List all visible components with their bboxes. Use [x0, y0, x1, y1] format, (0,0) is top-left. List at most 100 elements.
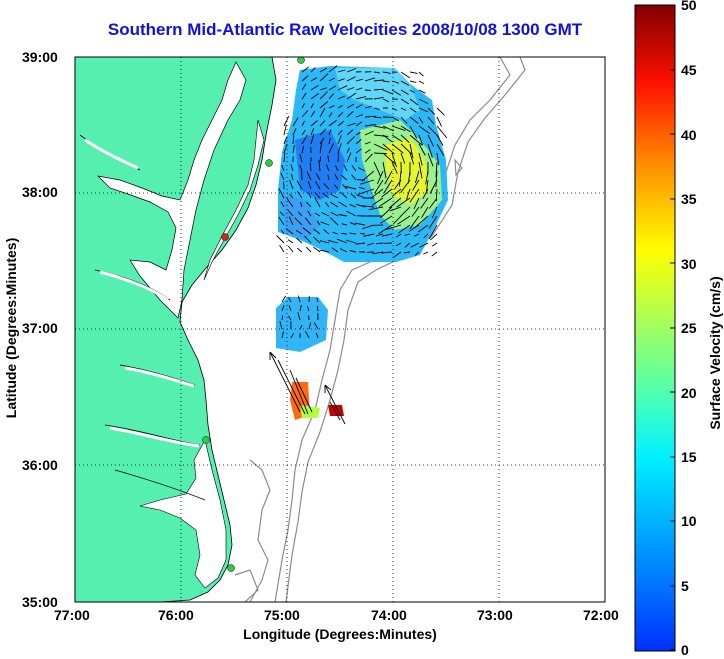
station-marker[interactable] — [227, 564, 235, 572]
velocity-vector — [409, 125, 418, 139]
x-tick-73: 73:00 — [477, 607, 513, 623]
grid-lines — [75, 57, 605, 602]
velocity-vector — [392, 215, 402, 225]
velocity-vector — [373, 79, 385, 82]
velocity-vector — [313, 246, 321, 253]
velocity-vector — [297, 211, 303, 217]
velocity-vector — [330, 211, 339, 217]
velocity-vector — [310, 84, 319, 91]
velocity-vector — [336, 238, 348, 244]
cb-tick-0: 0 — [681, 642, 689, 658]
velocity-vector — [423, 233, 429, 239]
velocity-vector — [310, 127, 315, 136]
velocity-vector — [423, 251, 429, 255]
velocity-vector — [315, 173, 321, 181]
y-tick-38: 38:00 — [22, 184, 58, 200]
velocity-vector — [309, 162, 312, 172]
velocity-vector — [337, 143, 342, 154]
velocity-vector — [418, 143, 426, 156]
velocity-vector — [382, 152, 396, 165]
velocity-vector — [400, 107, 407, 111]
velocity-vector — [310, 67, 316, 73]
velocity-vector — [395, 242, 402, 247]
velocity-vector — [346, 136, 356, 145]
velocity-vector — [430, 233, 438, 241]
velocity-vector — [323, 229, 330, 235]
velocity-vector — [322, 192, 330, 199]
velocity-vector — [418, 107, 428, 113]
velocity-vector — [301, 120, 305, 127]
y-tick-37: 37:00 — [22, 320, 58, 336]
velocity-vector — [346, 103, 355, 109]
velocity-vector — [349, 250, 357, 253]
velocity-vector — [307, 180, 312, 190]
velocity-vector — [297, 247, 303, 253]
velocity-vector — [428, 197, 438, 209]
velocity-vector — [319, 67, 328, 73]
velocity-vector — [296, 237, 303, 244]
velocity-vector — [364, 89, 371, 91]
velocity-vector — [363, 233, 375, 237]
velocity-vector — [304, 235, 312, 244]
velocity-vector — [288, 297, 292, 303]
x-axis-label: Longitude (Degrees:Minutes) — [243, 626, 437, 642]
velocity-vector — [429, 179, 438, 194]
cb-tick-30: 30 — [681, 256, 697, 272]
velocity-vector — [400, 143, 413, 155]
velocity-vector — [349, 221, 357, 226]
velocity-vector — [319, 142, 323, 154]
velocity-vector — [346, 76, 356, 82]
velocity-vector — [288, 216, 294, 226]
velocity-vector — [288, 245, 294, 253]
station-marker-alert[interactable] — [221, 233, 229, 241]
velocity-vector — [364, 130, 374, 136]
velocity-vector — [301, 103, 305, 109]
velocity-vector — [349, 204, 357, 208]
velocity-vector — [409, 215, 420, 230]
velocity-vector — [340, 232, 348, 235]
velocity-vector — [391, 89, 401, 96]
velocity-vector — [368, 206, 384, 211]
velocity-vector — [355, 87, 363, 91]
velocity-vector — [375, 242, 384, 245]
velocity-vector — [324, 201, 330, 208]
velocity-vector — [301, 66, 309, 73]
map-title: Southern Mid-Atlantic Raw Velocities 200… — [107, 20, 583, 39]
velocity-vector — [292, 117, 299, 127]
velocity-vector — [398, 170, 402, 187]
velocity-vector — [360, 179, 375, 185]
station-marker[interactable] — [297, 57, 305, 64]
velocity-vector — [355, 114, 364, 118]
station-marker[interactable] — [202, 436, 210, 444]
velocity-vector — [306, 201, 312, 208]
velocity-vector — [418, 116, 424, 124]
velocity-vector — [328, 137, 331, 145]
velocity-vector — [400, 152, 406, 164]
velocity-vector — [312, 236, 321, 244]
velocity-vector — [302, 227, 312, 235]
x-tick-77: 77:00 — [54, 607, 90, 623]
velocity-vector — [339, 191, 348, 199]
velocity-vector — [304, 217, 312, 226]
velocity-vector — [415, 215, 429, 228]
velocity-vector — [391, 134, 403, 143]
velocity-vector — [327, 155, 330, 163]
velocity-vector — [308, 322, 312, 330]
velocity-field-south — [290, 382, 344, 420]
velocity-vector — [328, 93, 335, 100]
velocity-vector — [406, 188, 411, 200]
velocity-vector — [318, 160, 321, 172]
velocity-vector — [278, 216, 285, 226]
velocity-vector — [396, 197, 411, 208]
velocity-vector — [331, 247, 339, 253]
station-marker[interactable] — [265, 159, 273, 167]
velocity-vector — [431, 206, 438, 219]
cb-tick-5: 5 — [681, 578, 689, 594]
velocity-vector — [412, 179, 420, 191]
velocity-vector — [299, 324, 303, 330]
velocity-vector — [283, 124, 287, 136]
velocity-vector — [382, 98, 390, 103]
velocity-vector — [382, 161, 387, 179]
velocity-vector — [409, 71, 418, 74]
velocity-vector — [323, 183, 330, 190]
